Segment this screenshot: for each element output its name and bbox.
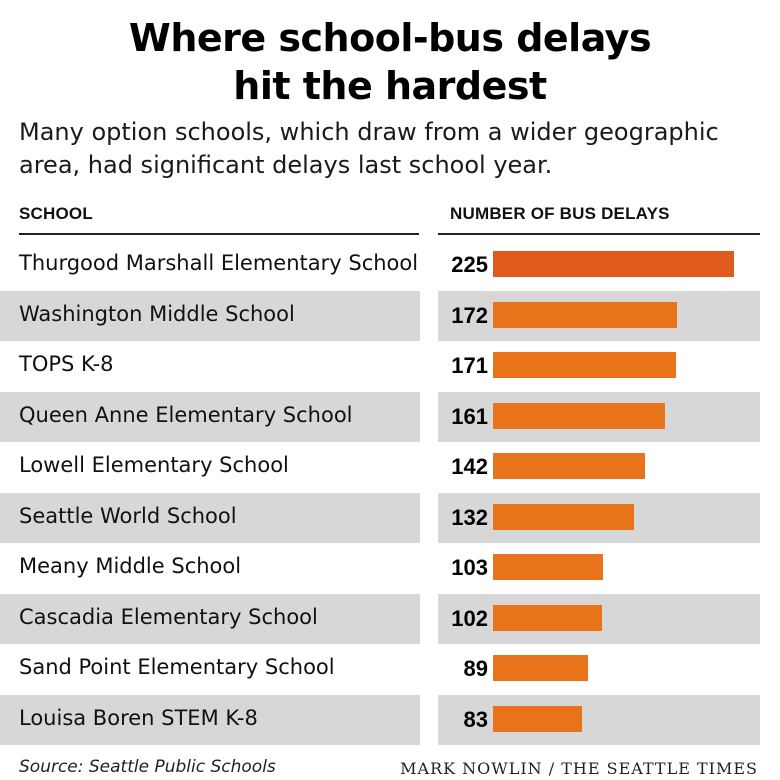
header-rule-left <box>19 233 419 235</box>
category-label: Meany Middle School <box>19 554 242 578</box>
data-label: 161 <box>451 403 488 429</box>
category-label: Washington Middle School <box>19 301 295 326</box>
bar <box>493 655 589 681</box>
bar <box>493 604 603 631</box>
table-row <box>0 290 780 342</box>
data-label: 132 <box>451 504 488 530</box>
bar <box>493 705 582 732</box>
header-rule-right <box>438 233 760 235</box>
data-label: 103 <box>451 555 488 580</box>
category-label: Seattle World School <box>19 503 237 528</box>
title-line-1: Where school-bus delays <box>128 16 652 60</box>
column-header-school: SCHOOL <box>19 204 93 223</box>
data-label: 83 <box>463 706 488 732</box>
data-label: 172 <box>451 302 488 328</box>
bar <box>493 554 604 580</box>
category-label: Cascadia Elementary School <box>19 604 318 629</box>
chart-subtitle: Many option schools, which draw from a w… <box>19 118 719 179</box>
category-label: Sand Point Elementary School <box>19 655 335 679</box>
data-label: 102 <box>451 605 488 631</box>
category-label: Lowell Elementary School <box>19 453 289 477</box>
table-row <box>0 593 780 645</box>
data-label: 142 <box>451 454 488 479</box>
category-label: TOPS K-8 <box>19 352 114 376</box>
source-note: Source: Seattle Public Schools <box>19 757 276 777</box>
bar <box>493 503 635 530</box>
bar <box>493 251 734 277</box>
data-label: 171 <box>451 353 488 378</box>
data-label: 225 <box>451 252 488 277</box>
category-label: Louisa Boren STEM K-8 <box>19 705 258 730</box>
bar <box>493 453 646 479</box>
bar <box>493 352 677 378</box>
table-row <box>0 694 780 746</box>
data-label: 89 <box>463 656 488 681</box>
bar <box>493 402 666 429</box>
category-label: Thurgood Marshall Elementary School <box>19 251 419 275</box>
title-line-2: hit the hardest <box>233 64 547 108</box>
column-header-delays: NUMBER OF BUS DELAYS <box>450 204 670 223</box>
category-label: Queen Anne Elementary School <box>19 402 353 427</box>
chart-title: Where school-bus delays hit the hardest <box>0 14 780 110</box>
bar <box>493 301 678 328</box>
byline-credit: MARK NOWLIN / THE SEATTLE TIMES <box>400 759 758 778</box>
